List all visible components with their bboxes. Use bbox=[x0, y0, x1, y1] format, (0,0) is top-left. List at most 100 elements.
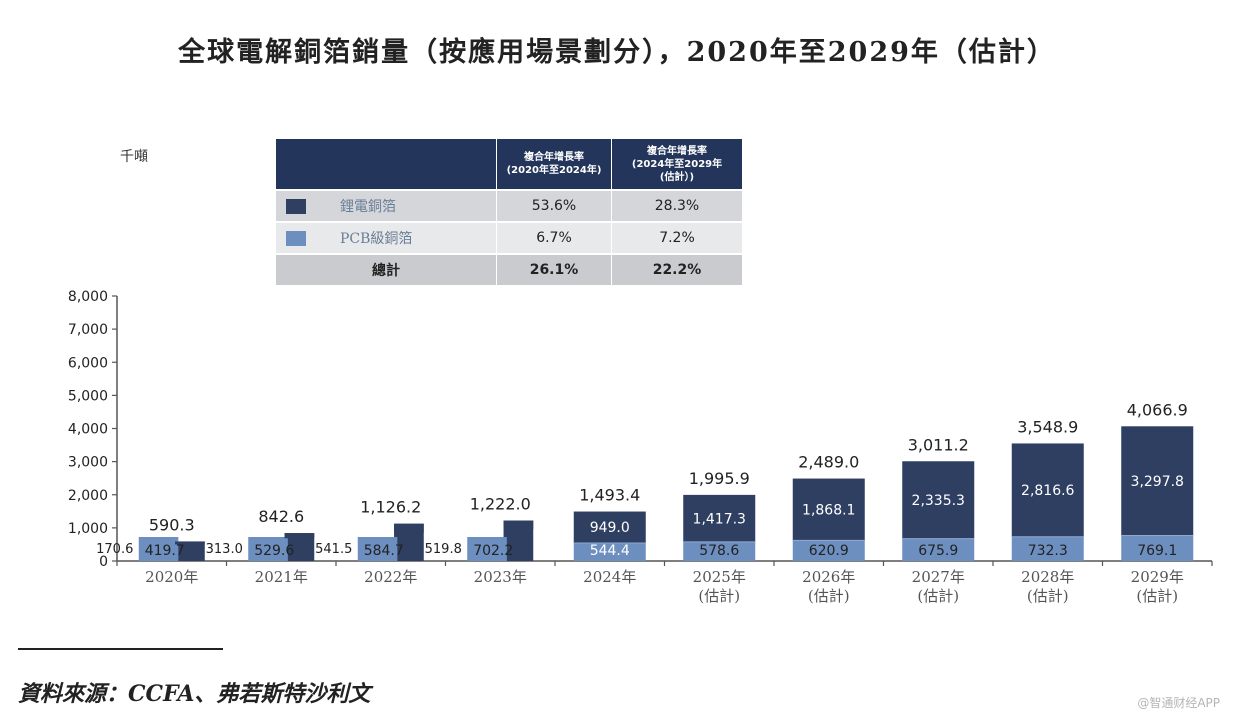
bar-total-label: 1,995.9 bbox=[689, 469, 750, 488]
cagr-header-2-line-1: 複合年增長率 bbox=[647, 145, 707, 157]
bar-label-pcb: 769.1 bbox=[1137, 543, 1177, 559]
y-tick-label: 1,000 bbox=[68, 521, 108, 537]
bar-lithium-top bbox=[394, 523, 424, 533]
bar-lithium bbox=[1011, 443, 1084, 537]
cagr-value: 6.7% bbox=[496, 221, 612, 254]
bar-total-label: 590.3 bbox=[149, 515, 195, 534]
bar-pcb bbox=[1011, 536, 1084, 561]
x-category-label: 2026年 bbox=[802, 568, 855, 586]
bar-total-label: 2,489.0 bbox=[798, 453, 859, 472]
y-tick-label: 6,000 bbox=[68, 355, 108, 371]
legend-label-lithium: 鋰電銅箔 bbox=[340, 199, 396, 215]
bar-pcb bbox=[467, 537, 507, 561]
cagr-header-1-line-2: (2020年至2024年) bbox=[506, 165, 602, 176]
cagr-value: 28.3% bbox=[611, 189, 742, 222]
y-tick-label: 8,000 bbox=[68, 289, 108, 305]
bar-pcb bbox=[573, 542, 646, 561]
y-tick-label: 0 bbox=[99, 554, 108, 570]
bar-label-lithium: 2,816.6 bbox=[1021, 483, 1075, 499]
bar-total-label: 3,548.9 bbox=[1017, 417, 1078, 436]
bar-label-lithium: 313.0 bbox=[206, 542, 243, 557]
bar-lithium-top bbox=[175, 541, 205, 545]
x-category-label: 2029年 bbox=[1131, 568, 1184, 586]
bar-label-pcb: 675.9 bbox=[918, 543, 958, 559]
bar-total-label: 4,066.9 bbox=[1127, 400, 1188, 419]
bar-total-label: 1,493.4 bbox=[579, 486, 640, 505]
bar-label-lithium: 949.0 bbox=[590, 520, 630, 536]
cagr-value: 7.2% bbox=[611, 221, 742, 254]
bar-total-label: 1,222.0 bbox=[470, 495, 531, 514]
cagr-header-2-line-2: (2024年至2029年 bbox=[631, 158, 723, 170]
bar-total-label: 3,011.2 bbox=[908, 435, 969, 454]
y-tick-label: 7,000 bbox=[68, 322, 108, 338]
x-category-label: 2020年 bbox=[145, 568, 198, 586]
bar-label-lithium: 2,335.3 bbox=[912, 493, 965, 509]
bar-label-pcb: 529.6 bbox=[254, 543, 294, 559]
x-category-label: (估計) bbox=[698, 587, 740, 605]
x-category-label: 2022年 bbox=[364, 568, 417, 586]
bar-pcb bbox=[1121, 535, 1194, 561]
x-category-label: 2028年 bbox=[1021, 568, 1074, 586]
bar-lithium bbox=[683, 494, 756, 542]
bar-lithium bbox=[792, 478, 865, 541]
bar-pcb bbox=[792, 540, 865, 561]
cagr-header-2-line-3: (估計）) bbox=[659, 171, 695, 183]
unit-label: 千噸 bbox=[120, 149, 148, 165]
cagr-table: 複合年增長率 (2020年至2024年) 複合年增長率 (2024年至2029年… bbox=[276, 139, 742, 285]
x-category-label: (估計) bbox=[1136, 587, 1178, 605]
x-category-label: 2021年 bbox=[255, 568, 308, 586]
x-category-label: (估計) bbox=[808, 587, 850, 605]
cagr-row-lithium: 鋰電銅箔 53.6% 28.3% bbox=[276, 189, 742, 222]
bar-label-lithium: 1,417.3 bbox=[693, 511, 746, 527]
y-tick-label: 4,000 bbox=[68, 422, 108, 438]
bar-pcb bbox=[138, 537, 179, 561]
bar-label-lithium: 541.5 bbox=[315, 542, 352, 557]
bar-lithium-top bbox=[284, 533, 315, 539]
cagr-value: 53.6% bbox=[496, 189, 612, 222]
x-category-label: (估計) bbox=[1027, 587, 1069, 605]
bar-label-pcb: 578.6 bbox=[699, 543, 739, 559]
source-note: 資料來源：CCFA、弗若斯特沙利文 bbox=[18, 681, 371, 707]
bar-lithium bbox=[902, 461, 975, 539]
bar-label-pcb: 419.7 bbox=[145, 543, 185, 559]
bar-pcb bbox=[357, 537, 398, 561]
cagr-header-1-line-1: 複合年增長率 bbox=[524, 152, 584, 163]
bar-pcb bbox=[683, 541, 756, 561]
y-tick-label: 3,000 bbox=[68, 455, 108, 471]
bar-label-lithium: 519.8 bbox=[425, 542, 462, 557]
bar-label-lithium: 170.6 bbox=[96, 542, 133, 557]
cagr-header-2024-2029: 複合年增長率 (2024年至2029年 (估計）) bbox=[611, 139, 742, 190]
cagr-header-row: 複合年增長率 (2020年至2024年) 複合年增長率 (2024年至2029年… bbox=[276, 139, 742, 190]
bar-label-lithium: 3,297.8 bbox=[1131, 474, 1184, 490]
bar-lithium bbox=[1121, 426, 1194, 536]
y-tick-label: 5,000 bbox=[68, 388, 108, 404]
chart-title: 全球電解銅箔銷量（按應用場景劃分），2020年至2029年（估計） bbox=[178, 37, 1056, 68]
x-category-label: 2025年 bbox=[693, 568, 746, 586]
x-category-label: 2027年 bbox=[912, 568, 965, 586]
bar-pcb bbox=[902, 538, 975, 561]
bar-label-pcb: 732.3 bbox=[1028, 543, 1068, 559]
footnote-divider bbox=[18, 648, 223, 650]
bar-label-pcb: 544.4 bbox=[590, 543, 630, 559]
cagr-value: 26.1% bbox=[496, 253, 612, 285]
bar-total-label: 842.6 bbox=[258, 507, 304, 526]
bar-total-label: 1,126.2 bbox=[360, 498, 421, 517]
cagr-row-label: PCB級銅箔 bbox=[276, 221, 497, 254]
legend-swatch-lithium bbox=[286, 198, 306, 214]
cagr-row-label: 總計 bbox=[276, 253, 497, 285]
bar-label-pcb: 620.9 bbox=[809, 543, 849, 559]
legend-label-pcb: PCB級銅箔 bbox=[340, 231, 413, 247]
cagr-row-label: 鋰電銅箔 bbox=[276, 189, 497, 222]
y-tick-label: 2,000 bbox=[68, 488, 108, 504]
bar-lithium bbox=[573, 511, 646, 543]
cagr-row-total: 總計 26.1% 22.2% bbox=[276, 253, 742, 285]
bar-lithium-top bbox=[503, 520, 534, 530]
cagr-header-blank bbox=[276, 139, 497, 190]
x-category-label: 2023年 bbox=[474, 568, 527, 586]
cagr-header-2020-2024: 複合年增長率 (2020年至2024年) bbox=[496, 139, 612, 190]
bar-label-lithium: 1,868.1 bbox=[802, 502, 855, 518]
bar-pcb bbox=[248, 537, 288, 561]
watermark: @智通财经APP bbox=[1137, 696, 1220, 710]
cagr-value: 22.2% bbox=[611, 253, 742, 285]
